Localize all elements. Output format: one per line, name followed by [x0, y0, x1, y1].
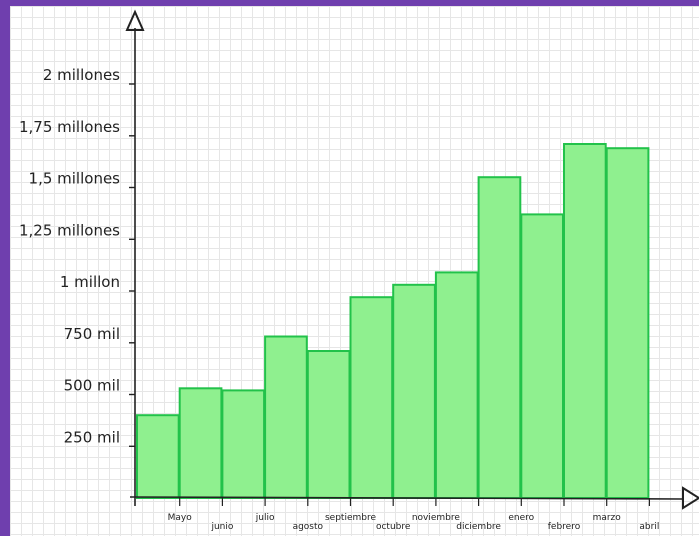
y-tick-label: 1,25 millones [19, 221, 120, 239]
y-tick-label: 1 millon [60, 273, 120, 291]
y-tick-label: 250 mil [64, 428, 120, 446]
axes-group [125, 9, 699, 510]
y-tick-label: 500 mil [64, 377, 120, 395]
bar-junio [178, 387, 223, 499]
x-ticks-group: Mayo junio julio agostoseptiembreoctubrenov… [168, 498, 659, 532]
bar-Mayo [136, 414, 180, 500]
y-tick-label: 1,5 millones [29, 170, 121, 188]
bars-group [136, 143, 650, 500]
y-ticks-group: 250 mil 500 mil 750 mil 1 millon 1,25 millon… [19, 66, 135, 447]
x-tick-label: junio [210, 522, 233, 532]
x-tick-label: septiembre [325, 513, 376, 523]
bar-marzo [563, 143, 607, 499]
bar-octubre [349, 296, 394, 500]
x-tick-label: agosto [293, 522, 324, 532]
bar-abril [605, 147, 650, 499]
x-tick-label: diciembre [456, 522, 501, 532]
bar-septiembre [306, 350, 351, 499]
bar-diciembre [434, 271, 479, 499]
x-axis-line [129, 496, 683, 500]
bar-enero [477, 176, 522, 499]
x-tick-label: abril [639, 522, 659, 532]
x-tick-label: enero [508, 513, 534, 523]
bar-chart: 250 mil 500 mil 750 mil 1 millon 1,25 millon… [19, 9, 699, 532]
bar-agosto [264, 335, 308, 499]
x-tick-label: febrero [548, 522, 581, 532]
x-axis-arrow [682, 486, 699, 510]
x-tick-label: marzo [593, 513, 622, 523]
y-axis-arrow [125, 9, 145, 31]
x-tick-label: Mayo [168, 513, 193, 523]
bar-julio [221, 389, 266, 499]
bar-noviembre [392, 283, 436, 499]
x-tick-label: octubre [376, 522, 411, 532]
bar-febrero [520, 213, 564, 499]
chart-frame: 250 mil 500 mil 750 mil 1 millon 1,25 millon… [10, 6, 699, 536]
y-tick-label: 750 mil [64, 325, 120, 343]
y-tick-label: 2 millones [43, 66, 120, 84]
x-tick-label: noviembre [412, 513, 461, 523]
x-tick-label: julio [255, 513, 275, 523]
y-tick-label: 1,75 millones [19, 118, 120, 136]
